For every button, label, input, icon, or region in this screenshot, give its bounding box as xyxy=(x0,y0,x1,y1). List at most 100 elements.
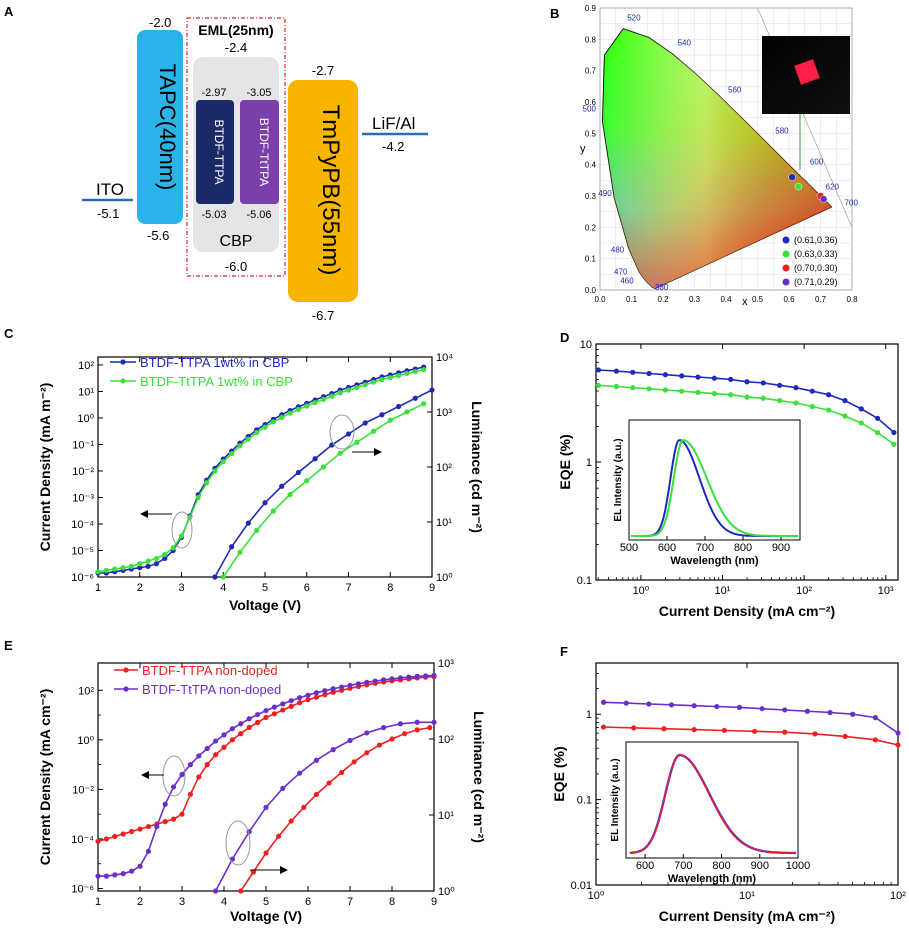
series-point xyxy=(354,439,360,445)
x-axis-label: Current Density (mA cm⁻²) xyxy=(659,603,835,619)
ito-label: ITO xyxy=(96,180,124,199)
cie-y-tick-label: 0.7 xyxy=(585,67,597,76)
arrow-left-head xyxy=(140,510,148,518)
series-point xyxy=(229,726,235,732)
y2-tick-label: 10² xyxy=(438,734,454,746)
series-point xyxy=(279,483,285,489)
series-point xyxy=(595,382,602,388)
series-point xyxy=(759,706,765,712)
series-point xyxy=(220,574,226,580)
series-point xyxy=(246,716,252,722)
x-tick-label: 5 xyxy=(263,896,269,908)
series-point xyxy=(120,871,126,877)
series-point xyxy=(95,838,101,845)
x-axis-label: Voltage (V) xyxy=(229,597,301,613)
jvl-chart-nondoped: 1 2 3 4 5 6 7 8 9 10⁻⁶ 10⁻⁴ 10⁻² 10⁰ 10² 10⁰ 10¹ 10² 10³ L… xyxy=(37,658,487,924)
series-point xyxy=(595,367,602,373)
arrow-left-head xyxy=(141,771,149,779)
inset-spectrum-ttpa xyxy=(629,754,797,854)
series-point xyxy=(246,724,252,731)
inset-frame xyxy=(625,741,799,859)
series-point xyxy=(891,441,897,447)
inset-spectrum-tttpa xyxy=(630,439,799,537)
series-point xyxy=(387,417,393,423)
y-tick-label: 10⁻² xyxy=(72,784,94,796)
series-point xyxy=(329,393,335,399)
y-tick-label: 10⁰ xyxy=(77,413,94,425)
series-point xyxy=(372,678,378,684)
series-line xyxy=(214,721,434,892)
series-point xyxy=(304,403,310,409)
series-point xyxy=(355,681,361,687)
series-point xyxy=(212,574,218,580)
series-line xyxy=(222,403,425,578)
series-point xyxy=(297,700,303,706)
y2-tick-label: 10¹ xyxy=(438,810,454,822)
series-point xyxy=(279,414,285,421)
series-point xyxy=(213,752,219,758)
cie-wavelength-label: 480 xyxy=(611,245,625,254)
series-point xyxy=(295,469,301,476)
cie-y-tick-label: 0.1 xyxy=(585,255,597,264)
legend-marker-tttpa xyxy=(123,686,129,692)
cie-y-tick-label: 0.6 xyxy=(585,98,597,107)
series-point xyxy=(345,387,352,393)
series-point xyxy=(679,388,685,394)
series-line xyxy=(598,384,895,445)
series-point xyxy=(145,823,151,830)
series-point xyxy=(347,737,353,744)
series-point xyxy=(254,429,260,436)
inset-y-label: EL Intensity (a.u.) xyxy=(613,438,624,521)
y-tick-label: 1 xyxy=(586,709,592,721)
series-point xyxy=(229,544,235,550)
eml-frame xyxy=(186,17,286,277)
y-axis-label: Current Density (mA m⁻²) xyxy=(37,383,53,552)
series-point xyxy=(339,769,345,776)
legend-marker-ttpa xyxy=(123,667,129,673)
series-point xyxy=(421,367,427,373)
series-point xyxy=(370,428,377,434)
x-axis-label: Voltage (V) xyxy=(230,908,302,924)
x-tick-label: 8 xyxy=(387,582,393,594)
y-tick-label: 10⁰ xyxy=(77,735,94,747)
series-point xyxy=(695,374,701,380)
y2-tick-label: 10⁰ xyxy=(438,886,455,898)
series-point xyxy=(872,715,878,721)
series-point xyxy=(263,714,269,721)
inset-y-label: EL Intensity (a.u.) xyxy=(610,758,621,841)
cie-x-tick-label: 0.6 xyxy=(783,295,795,304)
cie-chromaticity-diagram: 0.0 0.1 0.2 0.3 0.4 0.5 0.6 0.7 0.8 0.0 0.1 0.2 0.3 0… xyxy=(580,4,858,308)
series-point xyxy=(421,401,427,407)
btdf-tttpa-homo: -5.06 xyxy=(246,209,271,221)
inset-x-label: Wavelength (nm) xyxy=(668,873,757,885)
inset-x-tick-label: 900 xyxy=(751,860,769,872)
series-point xyxy=(736,704,743,711)
series-point xyxy=(397,675,403,681)
series-point xyxy=(145,563,151,569)
cie-wavelength-label: 460 xyxy=(620,277,634,286)
series-point xyxy=(255,711,261,718)
series-point xyxy=(414,673,420,679)
series-point xyxy=(613,383,620,390)
cie-wavelength-label: 500 xyxy=(583,104,597,113)
series-point xyxy=(305,697,311,703)
y2-axis-label: Luminance (cd m⁻²) xyxy=(471,711,487,843)
series-point xyxy=(287,491,293,498)
cie-points xyxy=(788,173,828,203)
inset-x-tick-label: 700 xyxy=(674,860,692,872)
series-point xyxy=(337,450,343,456)
series-point xyxy=(162,801,168,807)
cie-x-tick-label: 0.3 xyxy=(689,295,701,304)
x-tick-label: 3 xyxy=(179,896,185,908)
y-tick-label: 10⁻⁴ xyxy=(71,834,94,846)
series-point xyxy=(313,694,319,700)
inset-spectrum-ttpa xyxy=(630,439,799,537)
series-point xyxy=(600,699,607,705)
series-point xyxy=(850,711,856,717)
cie-legend-marker xyxy=(782,278,790,286)
series-point xyxy=(237,549,243,555)
series-point xyxy=(153,561,160,567)
series-point xyxy=(744,394,750,400)
